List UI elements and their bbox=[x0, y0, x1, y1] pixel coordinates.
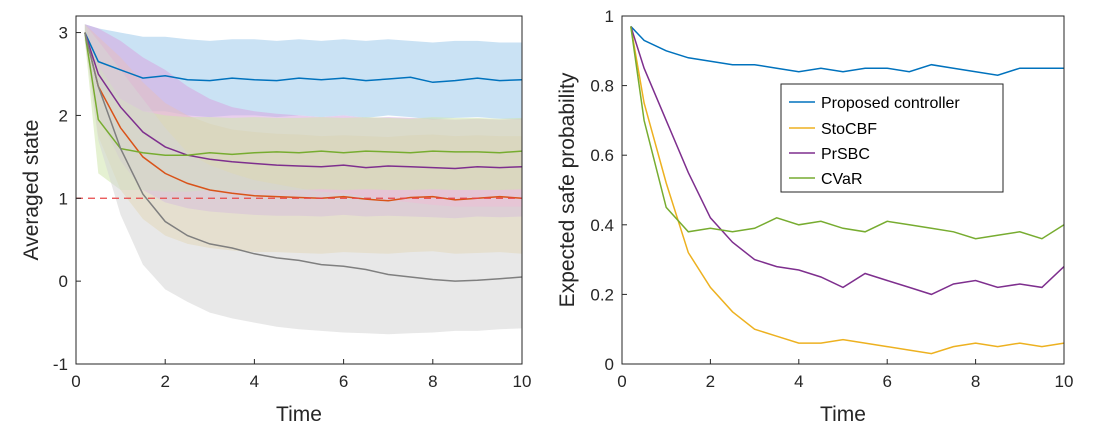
x-tick-label: 0 bbox=[71, 372, 80, 391]
x-tick-label: 10 bbox=[513, 372, 532, 391]
mean-line-prsbc bbox=[84, 32, 523, 170]
prob-line-proposed-controller bbox=[630, 25, 1064, 76]
legend-box bbox=[780, 83, 1004, 193]
x-tick-label: 6 bbox=[339, 372, 348, 391]
x-tick-label: 6 bbox=[882, 372, 891, 391]
y-axis-label-left: Averaged state bbox=[20, 120, 43, 261]
x-axis-label-right: Time bbox=[820, 403, 866, 426]
x-ticks-left: 0 2 4 6 8 10 bbox=[71, 359, 531, 391]
legend-label-prsbc: PrSBC bbox=[821, 146, 870, 163]
y-tick-label: 0.6 bbox=[590, 146, 614, 165]
y-axis-label-right: Expected safe probability bbox=[556, 72, 579, 307]
legend: Proposed controller StoCBF PrSBC CVaR bbox=[780, 83, 1004, 193]
y-tick-label: 0.2 bbox=[590, 285, 614, 304]
x-ticks-right: 0 2 4 6 8 10 bbox=[617, 359, 1073, 391]
y-tick-label: 1 bbox=[59, 189, 68, 208]
x-tick-label: 2 bbox=[706, 372, 715, 391]
y-tick-label: 0 bbox=[605, 355, 614, 374]
mean-line-stocbf bbox=[84, 32, 523, 202]
prob-line-cvar bbox=[630, 26, 1065, 240]
x-tick-label: 10 bbox=[1055, 372, 1074, 391]
y-tick-label: 3 bbox=[59, 24, 68, 43]
prob-line-stocbf bbox=[630, 26, 1065, 355]
y-tick-label: 2 bbox=[59, 106, 68, 125]
x-tick-label: 4 bbox=[250, 372, 259, 391]
panel-expected-safe-probability: 0 2 4 6 8 10 0 0.2 0.4 0.6 0.8 1 Time Expected saf… bbox=[556, 7, 1073, 426]
y-tick-label: 0.8 bbox=[590, 77, 614, 96]
y-tick-label: -1 bbox=[53, 355, 68, 374]
probability-lines bbox=[630, 25, 1065, 355]
band-cvar bbox=[84, 24, 523, 192]
axes-box-left bbox=[75, 15, 523, 365]
legend-label-stocbf: StoCBF bbox=[821, 121, 877, 138]
y-ticks-left: -1 0 1 2 3 bbox=[53, 24, 81, 374]
x-tick-label: 8 bbox=[428, 372, 437, 391]
y-tick-label: 0 bbox=[59, 272, 68, 291]
y-tick-label: 1 bbox=[605, 7, 614, 26]
x-tick-label: 8 bbox=[971, 372, 980, 391]
x-tick-label: 4 bbox=[794, 372, 803, 391]
y-ticks-right: 0 0.2 0.4 0.6 0.8 1 bbox=[590, 7, 627, 374]
x-tick-label: 2 bbox=[160, 372, 169, 391]
prob-line-prsbc bbox=[630, 26, 1065, 296]
axes-box-right bbox=[621, 15, 1065, 365]
mean-line-proposed-controller bbox=[84, 32, 523, 84]
x-tick-label: 0 bbox=[617, 372, 626, 391]
legend-label-proposed: Proposed controller bbox=[821, 95, 960, 112]
x-axis-label-left: Time bbox=[276, 403, 322, 426]
mean-lines-left bbox=[84, 32, 523, 282]
confidence-bands-left bbox=[84, 24, 523, 335]
legend-label-cvar: CVaR bbox=[821, 171, 863, 188]
y-tick-label: 0.4 bbox=[590, 216, 614, 235]
band-uncontrolled bbox=[84, 24, 523, 335]
mean-line-cvar bbox=[84, 32, 523, 156]
mean-line-uncontrolled bbox=[84, 32, 523, 282]
